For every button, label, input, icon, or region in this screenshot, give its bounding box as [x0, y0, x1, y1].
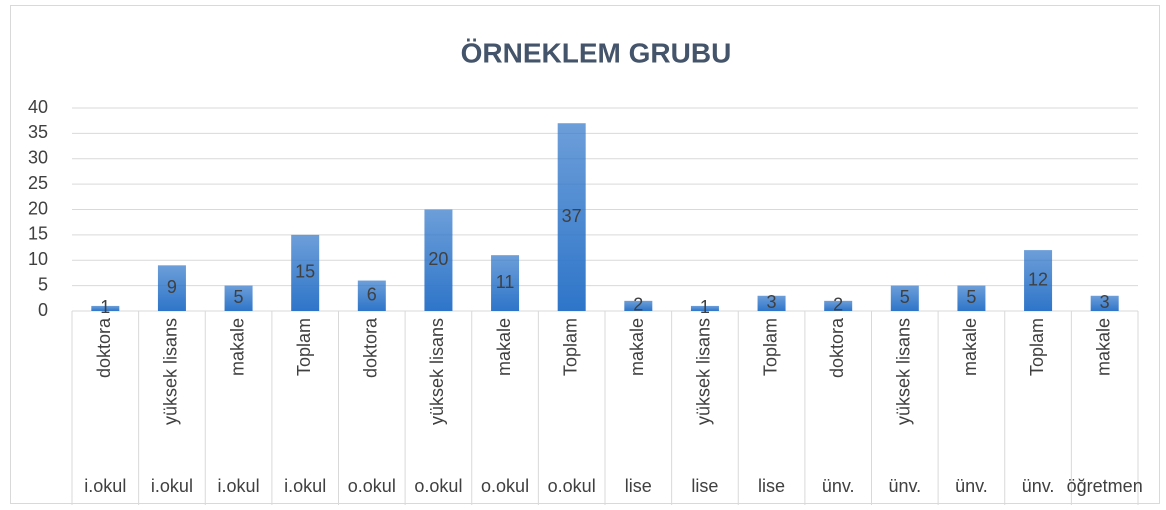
x-group-label: o.okul	[414, 476, 462, 496]
data-label: 20	[428, 249, 448, 269]
y-tick-label: 10	[28, 249, 48, 269]
x-tick-label: makale	[960, 318, 980, 376]
x-tick-label: Toplam	[294, 318, 314, 376]
x-group-label: i.okul	[218, 476, 260, 496]
data-label: 2	[833, 295, 843, 315]
data-label: 1	[700, 297, 710, 317]
x-tick-label: yüksek lisans	[694, 318, 714, 425]
x-group-label: i.okul	[284, 476, 326, 496]
x-tick-label: makale	[627, 318, 647, 376]
data-label: 3	[767, 292, 777, 312]
x-tick-label: yüksek lisans	[161, 318, 181, 425]
x-tick-label: makale	[494, 318, 514, 376]
data-label: 12	[1028, 269, 1048, 289]
x-tick-label: yüksek lisans	[427, 318, 447, 425]
data-label: 1	[100, 297, 110, 317]
x-group-label: i.okul	[84, 476, 126, 496]
data-label: 5	[900, 287, 910, 307]
bar	[1024, 250, 1053, 311]
bar	[690, 305, 719, 311]
y-tick-label: 30	[28, 148, 48, 168]
x-group-label: o.okul	[348, 476, 396, 496]
x-group-label: o.okul	[548, 476, 596, 496]
x-group-label: ünv.	[888, 476, 921, 496]
x-tick-label: Toplam	[760, 318, 780, 376]
x-tick-label: makale	[1093, 318, 1113, 376]
x-tick-label: yüksek lisans	[894, 318, 914, 425]
bar	[757, 295, 786, 311]
x-group-label: ünv.	[822, 476, 855, 496]
x-group-label: i.okul	[151, 476, 193, 496]
data-label: 37	[562, 206, 582, 226]
x-tick-label: doktora	[827, 317, 847, 378]
x-tick-label: makale	[227, 318, 247, 376]
data-label: 11	[496, 272, 515, 292]
y-tick-label: 20	[28, 198, 48, 218]
bar	[424, 209, 453, 311]
bar	[1090, 295, 1119, 311]
bar	[824, 300, 853, 311]
x-tick-label: doktora	[361, 317, 381, 378]
x-tick-label: Toplam	[560, 318, 580, 376]
bar	[957, 285, 986, 311]
bar	[491, 255, 520, 311]
y-tick-label: 40	[28, 97, 48, 117]
x-group-label: o.okul	[481, 476, 529, 496]
bar	[357, 280, 386, 311]
bar	[91, 305, 120, 311]
bar	[224, 285, 253, 311]
data-label: 9	[167, 277, 177, 297]
chart-title: ÖRNEKLEM GRUBU	[461, 37, 732, 68]
x-group-label: lise	[758, 476, 785, 496]
y-tick-label: 5	[38, 274, 48, 294]
x-group-label: ünv.	[1022, 476, 1055, 496]
data-label: 3	[1100, 292, 1110, 312]
y-tick-label: 35	[28, 122, 48, 142]
bar	[890, 285, 919, 311]
data-label: 6	[367, 285, 377, 305]
x-tick-label: doktora	[94, 317, 114, 378]
data-label: 2	[633, 295, 643, 315]
y-tick-label: 15	[28, 224, 48, 244]
y-tick-label: 0	[38, 300, 48, 320]
x-group-label: lise	[625, 476, 652, 496]
bar	[624, 300, 653, 311]
x-tick-label: Toplam	[1027, 318, 1047, 376]
data-label: 15	[295, 262, 315, 282]
x-group-label: öğretmen	[1067, 476, 1143, 496]
bar	[291, 234, 320, 311]
data-label: 5	[966, 287, 976, 307]
x-group-label: lise	[691, 476, 718, 496]
bar	[557, 123, 586, 311]
y-tick-label: 25	[28, 173, 48, 193]
data-label: 5	[234, 287, 244, 307]
bar	[157, 265, 186, 311]
x-group-label: ünv.	[955, 476, 988, 496]
